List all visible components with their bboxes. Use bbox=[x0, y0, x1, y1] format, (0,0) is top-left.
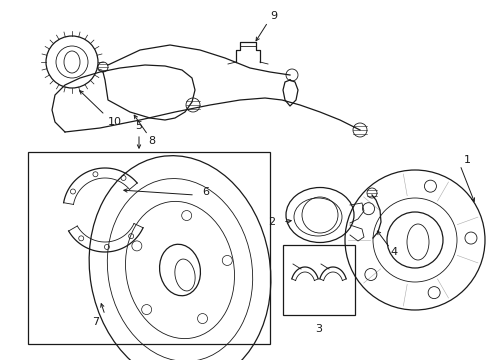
Text: 7: 7 bbox=[92, 317, 100, 327]
Text: 3: 3 bbox=[315, 324, 322, 334]
Text: 8: 8 bbox=[148, 136, 155, 146]
Text: 9: 9 bbox=[270, 11, 277, 21]
Text: 1: 1 bbox=[463, 155, 470, 165]
Bar bbox=[28, 152, 269, 344]
Text: 5: 5 bbox=[135, 121, 142, 131]
Text: 4: 4 bbox=[389, 247, 397, 257]
Text: 10: 10 bbox=[108, 117, 122, 127]
Bar bbox=[283, 245, 354, 315]
Text: 6: 6 bbox=[202, 187, 209, 197]
Text: 2: 2 bbox=[268, 217, 275, 227]
